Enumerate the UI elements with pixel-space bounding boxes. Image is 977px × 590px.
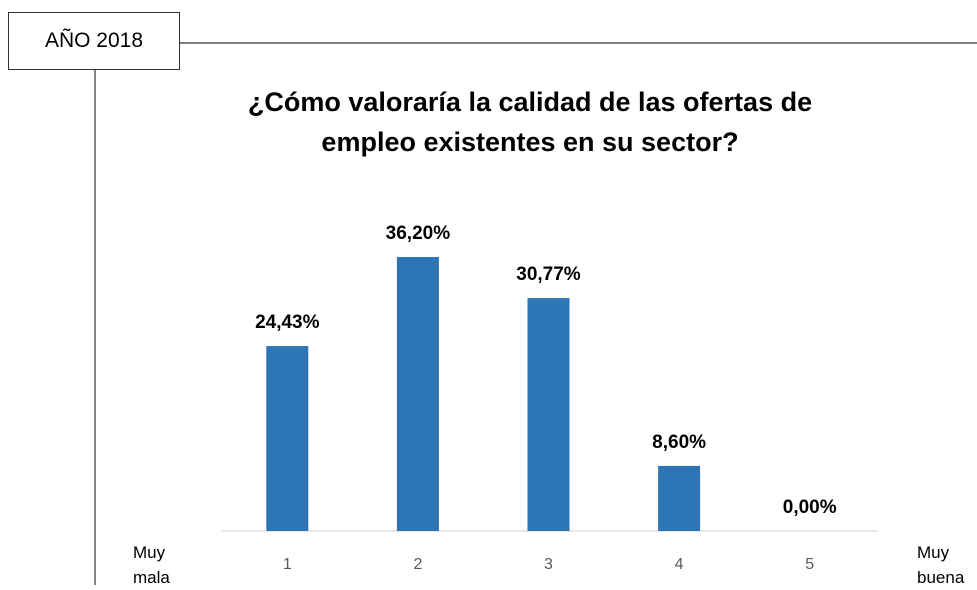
value-label: 24,43%: [255, 312, 320, 333]
value-label: 8,60%: [652, 432, 706, 453]
x-tick-label: 4: [675, 556, 684, 573]
x-tick-label: 2: [413, 556, 422, 573]
year-tag: AÑO 2018: [8, 12, 180, 70]
right-label: Muy buena: [917, 543, 965, 587]
bar: [396, 256, 439, 531]
value-label: 30,77%: [516, 264, 581, 285]
bar: [266, 346, 309, 531]
value-label: 0,00%: [783, 497, 837, 518]
chart-title: ¿Cómo valoraría la calidad de las oferta…: [247, 87, 813, 157]
bar: [658, 465, 701, 531]
left-label: Muy mala: [133, 543, 170, 587]
x-tick-label: 3: [544, 556, 553, 573]
bar: [527, 298, 570, 531]
x-tick-label: 5: [805, 556, 814, 573]
x-tick-label: 1: [283, 556, 292, 573]
value-label: 36,20%: [386, 223, 451, 244]
